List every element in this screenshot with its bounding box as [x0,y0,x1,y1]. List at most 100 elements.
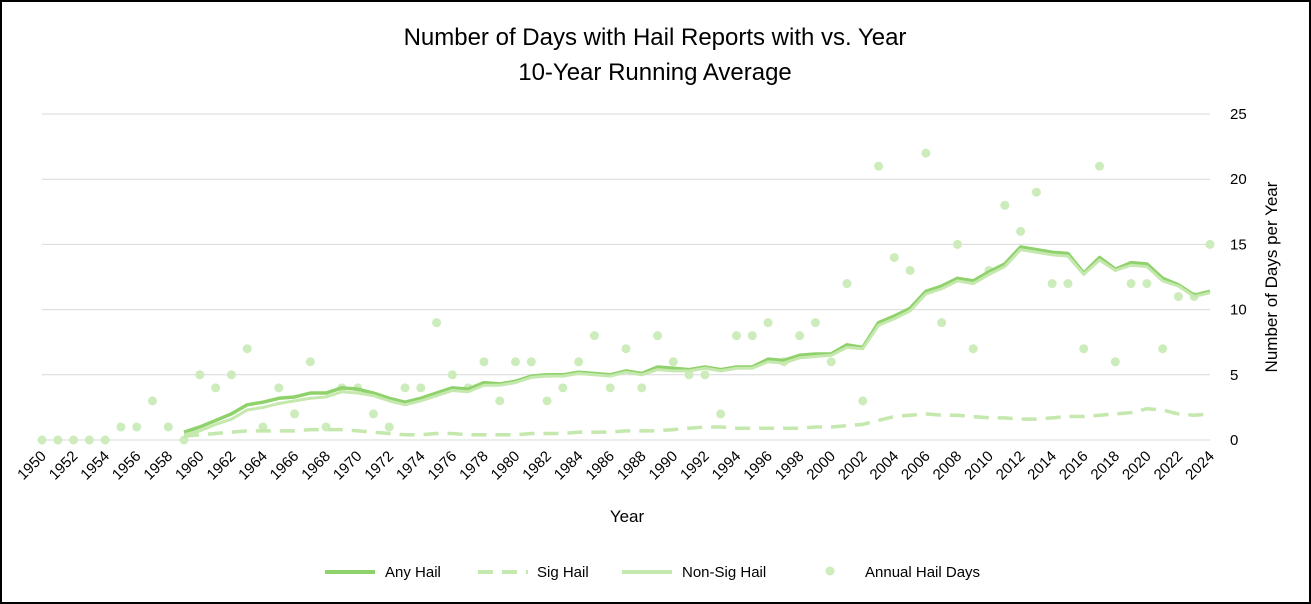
annual-hail-point [700,370,710,380]
x-tick-label: 2016 [1056,448,1092,484]
annual-hail-point [179,435,189,445]
annual-hail-point [889,252,899,262]
annual-hail-point [416,383,426,393]
any-hail-line [183,245,1211,434]
annual-hail-point [558,383,568,393]
chart-subtitle: 10-Year Running Average [518,59,792,86]
annual-hail-point [116,422,126,432]
annual-hail-point [747,331,757,341]
annual-hail-point [211,383,221,393]
annual-hail-point [147,396,157,406]
annual-hail-point [195,370,205,380]
annual-hail-point [274,383,284,393]
x-tick-label: 1998 [772,448,808,484]
annual-hail-point [637,383,647,393]
x-tick-label: 2020 [1119,448,1155,484]
x-tick-label: 1980 [488,448,524,484]
x-tick-label: 1952 [46,448,82,484]
annual-hail-point [763,318,773,328]
annual-hail-point [542,396,552,406]
annual-hail-point [716,409,726,419]
x-tick-label: 1950 [14,448,50,484]
annual-hail-point [305,357,315,367]
x-tick-label: 2022 [1151,448,1187,484]
x-tick-label: 1976 [425,448,461,484]
annual-hail-point [1016,226,1026,236]
legend-label-any-hail: Any Hail [385,564,441,581]
series-lines [183,245,1211,438]
annual-hail-point [432,318,442,328]
legend-label-annual-hail-days: Annual Hail Days [865,564,980,581]
x-tick-label: 1974 [393,448,429,484]
annual-hail-point [621,344,631,354]
annual-hail-point [84,435,94,445]
x-tick-label: 1992 [677,448,713,484]
y-axis-ticks: 0 5 10 15 20 25 [1230,106,1247,449]
legend-label-sig-hail: Sig Hail [537,564,589,581]
annual-hail-point [731,331,741,341]
annual-hail-point [589,331,599,341]
x-axis-ticks: 1950195219541956195819601962196419661968… [14,448,1218,484]
y-tick-label: 0 [1230,432,1238,449]
y-axis-label: Number of Days per Year [1262,181,1281,372]
annual-hail-point [810,318,820,328]
x-tick-label: 2010 [961,448,997,484]
annual-hail-point [653,331,663,341]
y-tick-label: 10 [1230,302,1247,319]
x-tick-label: 1986 [582,448,618,484]
x-tick-label: 2002 [835,448,871,484]
annual-hail-point [684,370,694,380]
x-axis-label: Year [610,507,645,526]
annual-hail-point [132,422,142,432]
annual-hail-point [1142,279,1152,289]
y-tick-label: 15 [1230,236,1247,253]
annual-hail-point [226,370,236,380]
annual-hail-point [37,435,47,445]
annual-hail-point [400,383,410,393]
annual-hail-point [163,422,173,432]
annual-hail-point [874,161,884,171]
annual-hail-point [53,435,63,445]
annual-hail-point [842,279,852,289]
annual-hail-point [69,435,79,445]
y-tick-label: 20 [1230,171,1247,188]
x-tick-label: 1994 [709,448,745,484]
annual-hail-point [100,435,110,445]
annual-hail-point [1079,344,1089,354]
annual-hail-point [1158,344,1168,354]
sig-hail-line [183,406,1211,438]
x-tick-label: 1954 [77,448,113,484]
x-tick-label: 2014 [1024,448,1060,484]
annual-hail-point [384,422,394,432]
annual-hail-point [242,344,252,354]
x-tick-label: 2008 [930,448,966,484]
annual-hail-point [1031,187,1041,197]
annual-hail-point [921,148,931,158]
x-tick-label: 1964 [235,448,271,484]
annual-hail-point [968,344,978,354]
annual-hail-point [826,357,836,367]
x-tick-label: 1978 [456,448,492,484]
x-tick-label: 1956 [109,448,145,484]
x-tick-label: 1960 [172,448,208,484]
x-tick-label: 1996 [740,448,776,484]
y-tick-label: 5 [1230,367,1238,384]
annual-hail-point [526,357,536,367]
legend-swatch-annual-hail-days [825,566,835,576]
annual-hail-point [668,357,678,367]
x-tick-label: 1984 [551,448,587,484]
x-tick-label: 1982 [519,448,555,484]
x-tick-label: 2018 [1088,448,1124,484]
x-tick-label: 2024 [1182,448,1218,484]
annual-hail-point [479,357,489,367]
legend: Any Hail Sig Hail Non-Sig Hail Annual Ha… [325,564,980,581]
annual-hail-point [447,370,457,380]
non-sig-hail-line [183,248,1211,437]
chart-title: Number of Days with Hail Reports with vs… [404,24,907,51]
annual-hail-point [952,239,962,249]
x-tick-label: 1968 [298,448,334,484]
x-tick-label: 2004 [867,448,903,484]
annual-hail-point [1173,292,1183,302]
annual-hail-point [1047,279,1057,289]
